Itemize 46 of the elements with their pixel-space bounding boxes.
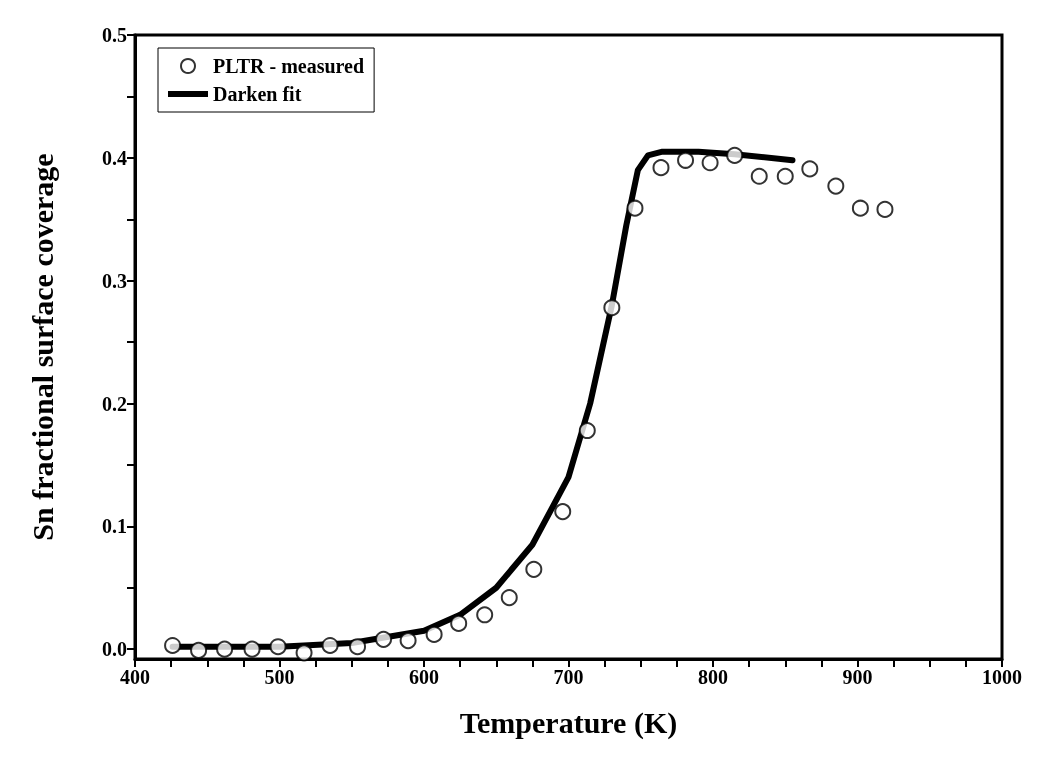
x-tick-label: 700 xyxy=(553,666,584,688)
point xyxy=(851,199,869,217)
x-tick-label: 800 xyxy=(698,666,728,688)
point xyxy=(216,640,234,658)
point xyxy=(375,630,393,648)
point xyxy=(450,614,468,632)
y-axis-title: Sn fractional surface coverage xyxy=(25,153,59,541)
y-tick-label: 0.3 xyxy=(102,269,127,292)
y-tick-label: 0.1 xyxy=(102,515,127,538)
legend-label: Darken fit xyxy=(213,83,302,105)
point xyxy=(701,154,719,172)
point xyxy=(652,159,670,177)
point xyxy=(190,641,208,659)
x-tick-label: 400 xyxy=(120,666,150,688)
point xyxy=(525,560,543,578)
point xyxy=(476,606,494,624)
point xyxy=(554,503,572,521)
point xyxy=(876,200,894,218)
point xyxy=(164,636,182,654)
x-tick-label: 1000 xyxy=(982,666,1022,688)
point xyxy=(578,422,596,440)
point xyxy=(243,640,261,658)
point xyxy=(626,199,644,217)
x-tick-label: 900 xyxy=(842,666,873,688)
y-tick-label: 0.0 xyxy=(102,638,127,661)
point xyxy=(603,299,621,317)
point xyxy=(750,167,768,185)
point xyxy=(500,589,518,607)
point xyxy=(726,146,744,164)
point xyxy=(677,151,695,169)
point xyxy=(827,177,845,195)
point xyxy=(321,636,339,654)
point xyxy=(295,644,313,662)
point xyxy=(801,160,819,178)
y-tick-label: 0.2 xyxy=(102,392,127,415)
point xyxy=(399,632,417,650)
point xyxy=(776,167,794,185)
point xyxy=(425,625,443,643)
point xyxy=(269,638,287,656)
y-tick-label: 0.5 xyxy=(102,24,127,46)
point xyxy=(349,638,367,656)
x-tick-label: 600 xyxy=(409,666,439,688)
x-axis-title: Temperature (K) xyxy=(459,705,678,740)
y-tick-label: 0.4 xyxy=(102,146,127,169)
legend-label: PLTR - measured xyxy=(213,55,365,77)
x-tick-label: 500 xyxy=(264,666,295,688)
